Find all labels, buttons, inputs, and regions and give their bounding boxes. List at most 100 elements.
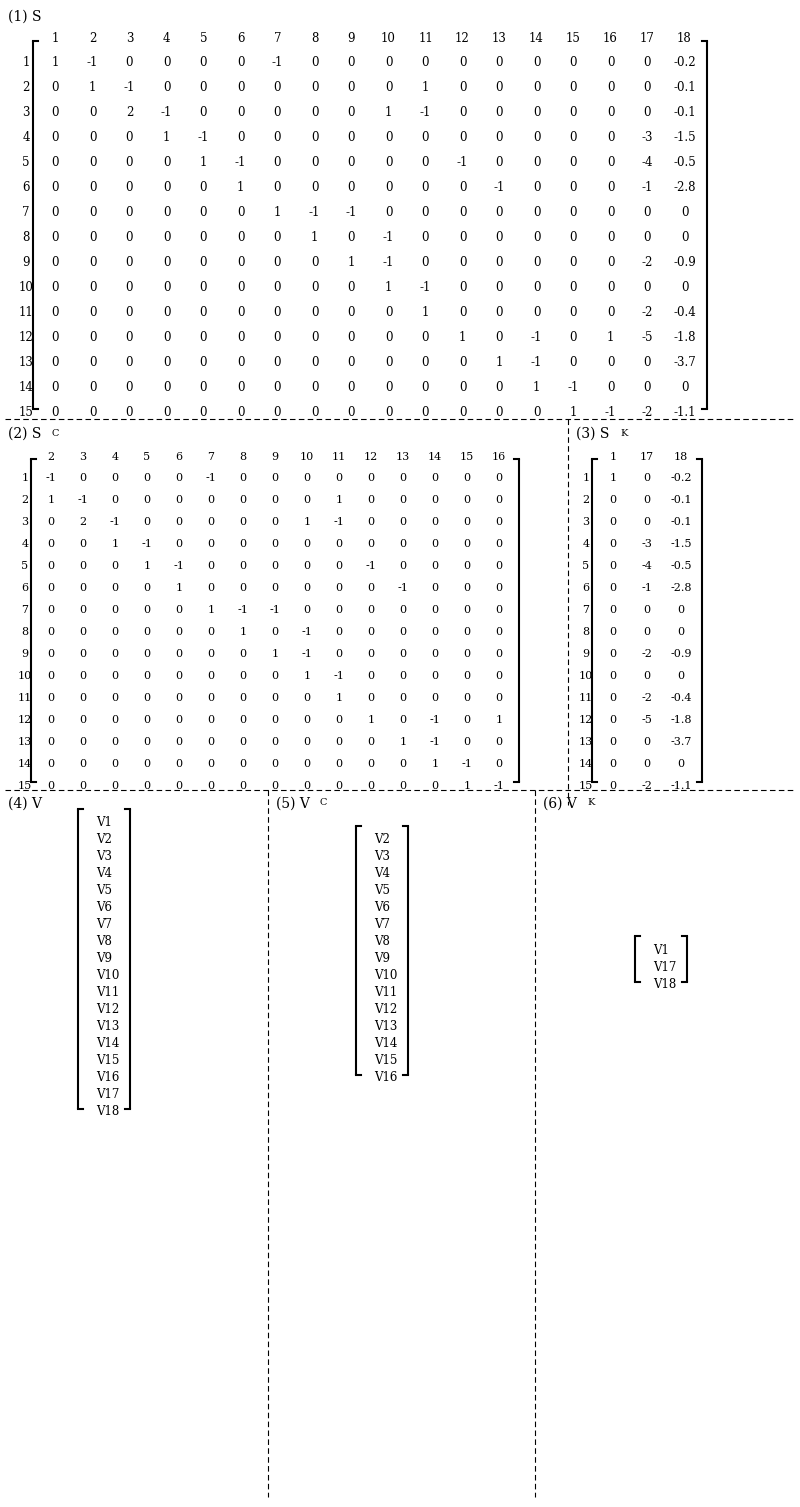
Text: 0: 0 bbox=[496, 256, 503, 270]
Text: 0: 0 bbox=[89, 280, 96, 294]
Text: 0: 0 bbox=[274, 105, 282, 119]
Text: 1: 1 bbox=[399, 737, 406, 747]
Text: 0: 0 bbox=[89, 332, 96, 344]
Text: 0: 0 bbox=[207, 648, 214, 659]
Text: 0: 0 bbox=[162, 81, 170, 93]
Text: 0: 0 bbox=[533, 81, 540, 93]
Text: 0: 0 bbox=[606, 381, 614, 393]
Text: 0: 0 bbox=[207, 671, 214, 681]
Text: 0: 0 bbox=[335, 758, 342, 769]
Text: 1: 1 bbox=[207, 604, 214, 615]
Text: 0: 0 bbox=[237, 332, 244, 344]
Text: 0: 0 bbox=[458, 81, 466, 93]
Text: -1: -1 bbox=[161, 105, 172, 119]
Text: 2: 2 bbox=[47, 452, 54, 461]
Text: 8: 8 bbox=[311, 33, 318, 45]
Text: -1: -1 bbox=[568, 381, 579, 393]
Text: -1: -1 bbox=[235, 157, 246, 169]
Text: 0: 0 bbox=[570, 181, 578, 194]
Text: -2: -2 bbox=[642, 306, 653, 319]
Text: 0: 0 bbox=[271, 583, 278, 592]
Text: 0: 0 bbox=[643, 671, 650, 681]
Text: 6: 6 bbox=[237, 33, 244, 45]
Text: 0: 0 bbox=[458, 181, 466, 194]
Text: 11: 11 bbox=[418, 33, 433, 45]
Text: 15: 15 bbox=[18, 781, 32, 791]
Text: 0: 0 bbox=[239, 671, 246, 681]
Text: 2: 2 bbox=[22, 81, 30, 93]
Text: 0: 0 bbox=[207, 737, 214, 747]
Text: 7: 7 bbox=[22, 206, 30, 219]
Text: 0: 0 bbox=[643, 604, 650, 615]
Text: -1: -1 bbox=[457, 157, 468, 169]
Text: 0: 0 bbox=[237, 206, 244, 219]
Text: 0: 0 bbox=[143, 494, 150, 505]
Text: 0: 0 bbox=[570, 56, 578, 69]
Text: 0: 0 bbox=[431, 781, 438, 791]
Text: 0: 0 bbox=[496, 280, 503, 294]
Text: 13: 13 bbox=[18, 737, 32, 747]
Text: 0: 0 bbox=[310, 105, 318, 119]
Text: 0: 0 bbox=[335, 714, 342, 725]
Text: 0: 0 bbox=[606, 231, 614, 244]
Text: 0: 0 bbox=[79, 561, 86, 571]
Text: 0: 0 bbox=[239, 648, 246, 659]
Text: 0: 0 bbox=[458, 206, 466, 219]
Text: 0: 0 bbox=[495, 517, 502, 527]
Text: 1: 1 bbox=[52, 56, 59, 69]
Text: V17: V17 bbox=[96, 1088, 119, 1102]
Text: V16: V16 bbox=[96, 1071, 119, 1085]
Text: V14: V14 bbox=[374, 1037, 398, 1050]
Text: 0: 0 bbox=[271, 473, 278, 482]
Text: 0: 0 bbox=[681, 280, 688, 294]
Text: 0: 0 bbox=[422, 131, 430, 145]
Text: 0: 0 bbox=[111, 758, 118, 769]
Text: 5: 5 bbox=[22, 157, 30, 169]
Text: 0: 0 bbox=[200, 56, 207, 69]
Text: 11: 11 bbox=[18, 693, 32, 702]
Text: 0: 0 bbox=[303, 714, 310, 725]
Text: 9: 9 bbox=[22, 256, 30, 270]
Text: -5: -5 bbox=[642, 332, 654, 344]
Text: 0: 0 bbox=[52, 157, 59, 169]
Text: 0: 0 bbox=[111, 714, 118, 725]
Text: 0: 0 bbox=[644, 280, 651, 294]
Text: 0: 0 bbox=[643, 627, 650, 637]
Text: 0: 0 bbox=[303, 583, 310, 592]
Text: 15: 15 bbox=[579, 781, 593, 791]
Text: 1: 1 bbox=[335, 494, 342, 505]
Text: -1.8: -1.8 bbox=[674, 332, 696, 344]
Text: 0: 0 bbox=[610, 714, 617, 725]
Text: 0: 0 bbox=[367, 494, 374, 505]
Text: 0: 0 bbox=[126, 256, 134, 270]
Text: V6: V6 bbox=[96, 901, 112, 915]
Text: 0: 0 bbox=[385, 206, 392, 219]
Text: 0: 0 bbox=[570, 157, 578, 169]
Text: 0: 0 bbox=[47, 538, 54, 549]
Text: 0: 0 bbox=[175, 648, 182, 659]
Text: 0: 0 bbox=[533, 306, 540, 319]
Text: -1: -1 bbox=[238, 604, 249, 615]
Text: 0: 0 bbox=[399, 758, 406, 769]
Text: 0: 0 bbox=[143, 671, 150, 681]
Text: 0: 0 bbox=[458, 231, 466, 244]
Text: 4: 4 bbox=[162, 33, 170, 45]
Text: V7: V7 bbox=[96, 918, 112, 931]
Text: 0: 0 bbox=[47, 758, 54, 769]
Text: 0: 0 bbox=[495, 693, 502, 702]
Text: 0: 0 bbox=[533, 105, 540, 119]
Text: 4: 4 bbox=[582, 538, 590, 549]
Text: 1: 1 bbox=[367, 714, 374, 725]
Text: 0: 0 bbox=[79, 648, 86, 659]
Text: -1: -1 bbox=[383, 256, 394, 270]
Text: 0: 0 bbox=[496, 306, 503, 319]
Text: 0: 0 bbox=[643, 517, 650, 527]
Text: 0: 0 bbox=[89, 105, 96, 119]
Text: 1: 1 bbox=[239, 627, 246, 637]
Text: 0: 0 bbox=[274, 256, 282, 270]
Text: 0: 0 bbox=[52, 280, 59, 294]
Text: (3) S: (3) S bbox=[576, 426, 610, 440]
Text: 0: 0 bbox=[310, 381, 318, 393]
Text: 0: 0 bbox=[495, 737, 502, 747]
Text: 0: 0 bbox=[271, 737, 278, 747]
